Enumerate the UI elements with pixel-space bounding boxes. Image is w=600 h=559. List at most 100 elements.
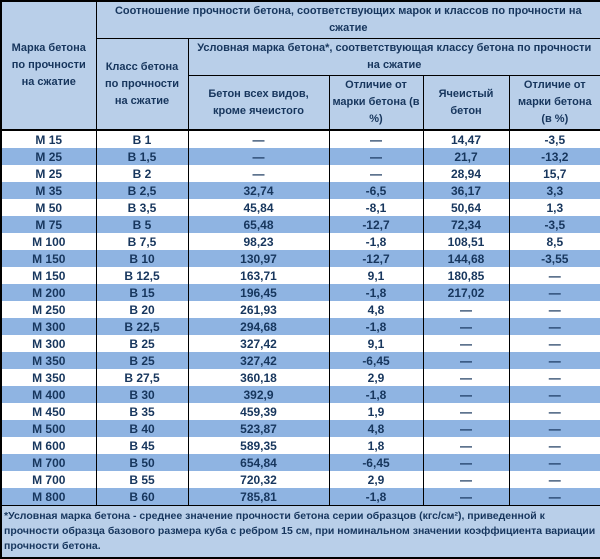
table-cell: 36,17: [422, 182, 510, 200]
table-cell: -3,5: [508, 130, 600, 149]
table-row: М 500 В 40 523,87 4,8— —: [0, 420, 600, 438]
table-cell: —: [328, 148, 424, 166]
table-cell: В 25: [95, 335, 189, 353]
table-cell: —: [328, 130, 424, 149]
table-cell: —: [422, 369, 510, 387]
table-cell: —: [422, 437, 510, 455]
table-cell: 45,84: [187, 199, 330, 217]
table-cell: В 15: [95, 284, 189, 302]
table-cell: —: [508, 471, 600, 489]
table-cell: М 150: [0, 267, 97, 285]
table-cell: 2,9: [328, 471, 424, 489]
table-cell: —: [508, 318, 600, 336]
table-cell: -3,55: [508, 250, 600, 268]
table-cell: —: [422, 318, 510, 336]
table-cell: —: [508, 335, 600, 353]
header-diff-from-grade-1: Отличие от марки бетона (в %): [328, 75, 424, 131]
table-row: М 350 В 27,5 360,18 2,9— —: [0, 369, 600, 387]
table-cell: 9,1: [328, 267, 424, 285]
table-cell: 50,64: [422, 199, 510, 217]
table-cell: 196,45: [187, 284, 330, 302]
table-cell: —: [508, 403, 600, 421]
table-cell: 65,48: [187, 216, 330, 234]
table-cell: М 200: [0, 284, 97, 302]
table-row: М 400 В 30 392,9 -1,8— —: [0, 386, 600, 404]
table-cell: —: [422, 403, 510, 421]
table-cell: —: [508, 437, 600, 455]
header-diff-from-grade-2: Отличие от марки бетона (в %): [508, 75, 600, 131]
table-cell: -13,2: [508, 148, 600, 166]
table-cell: М 50: [0, 199, 97, 217]
table-cell: 327,42: [187, 335, 330, 353]
table-cell: 98,23: [187, 233, 330, 251]
header-strength-ratio-span: Соотношение прочности бетона, соответств…: [95, 0, 600, 40]
table-row: М 200 В 15 196,45 -1,8 217,02—: [0, 284, 600, 302]
table-cell: В 3,5: [95, 199, 189, 217]
table-cell: —: [508, 267, 600, 285]
table-cell: В 7,5: [95, 233, 189, 251]
table-cell: -1,8: [328, 488, 424, 506]
table-row: М 250 В 20 261,93 4,8— —: [0, 301, 600, 319]
table-cell: —: [422, 301, 510, 319]
table-cell: 2,9: [328, 369, 424, 387]
table-cell: М 300: [0, 335, 97, 353]
table-cell: —: [508, 420, 600, 438]
table-row: М 150 В 12,5 163,71 9,1 180,85—: [0, 267, 600, 285]
table-cell: 523,87: [187, 420, 330, 438]
table-cell: М 350: [0, 369, 97, 387]
table-cell: 180,85: [422, 267, 510, 285]
table-cell: В 40: [95, 420, 189, 438]
table-row: М 600 В 45 589,35 1,8— —: [0, 437, 600, 455]
table-cell: М 500: [0, 420, 97, 438]
table-cell: В 27,5: [95, 369, 189, 387]
table-cell: —: [422, 471, 510, 489]
table-cell: -8,1: [328, 199, 424, 217]
table-cell: —: [422, 420, 510, 438]
table-cell: 163,71: [187, 267, 330, 285]
table-cell: В 10: [95, 250, 189, 268]
table-cell: 108,51: [422, 233, 510, 251]
table-cell: —: [508, 301, 600, 319]
table-body: М 15 В 1— —14,47 -3,5 М 25 В 1,5— —21,7 -13,2 М …: [0, 130, 600, 506]
header-conditional-grade-span: Условная марка бетона*, соответствующая …: [187, 38, 600, 77]
table-cell: М 800: [0, 488, 97, 506]
table-cell: 785,81: [187, 488, 330, 506]
table-cell: -1,8: [328, 284, 424, 302]
header-grade-compression: Марка бетона по прочности на сжатие: [0, 0, 97, 131]
table-cell: -1,8: [328, 318, 424, 336]
table-cell: 144,68: [422, 250, 510, 268]
table-cell: —: [187, 165, 330, 183]
table-row: М 15 В 1— —14,47 -3,5: [0, 130, 600, 149]
table-row: М 450 В 35 459,39 1,9— —: [0, 403, 600, 421]
table-cell: 3,3: [508, 182, 600, 200]
table-cell: М 450: [0, 403, 97, 421]
table-cell: М 350: [0, 352, 97, 370]
header-all-types-except-cellular: Бетон всех видов, кроме ячеистого: [187, 75, 330, 131]
table-cell: 1,3: [508, 199, 600, 217]
table-cell: В 50: [95, 454, 189, 472]
table-cell: -1,8: [328, 386, 424, 404]
table-cell: В 25: [95, 352, 189, 370]
table-cell: 459,39: [187, 403, 330, 421]
table-row: М 50 В 3,5 45,84 -8,1 50,64 1,3: [0, 199, 600, 217]
table-cell: 8,5: [508, 233, 600, 251]
table-cell: М 250: [0, 301, 97, 319]
table-cell: В 30: [95, 386, 189, 404]
table-cell: 72,34: [422, 216, 510, 234]
table-cell: М 300: [0, 318, 97, 336]
table-cell: М 700: [0, 471, 97, 489]
table-row: М 700 В 55 720,32 2,9— —: [0, 471, 600, 489]
table-cell: М 75: [0, 216, 97, 234]
table-cell: В 22,5: [95, 318, 189, 336]
table-cell: М 35: [0, 182, 97, 200]
table-cell: 32,74: [187, 182, 330, 200]
table-cell: —: [422, 454, 510, 472]
table-cell: —: [422, 335, 510, 353]
table-cell: В 1: [95, 130, 189, 149]
table-cell: 21,7: [422, 148, 510, 166]
table-cell: 327,42: [187, 352, 330, 370]
table-row: М 150 В 10 130,97 -12,7 144,68 -3,55: [0, 250, 600, 268]
table-cell: М 15: [0, 130, 97, 149]
